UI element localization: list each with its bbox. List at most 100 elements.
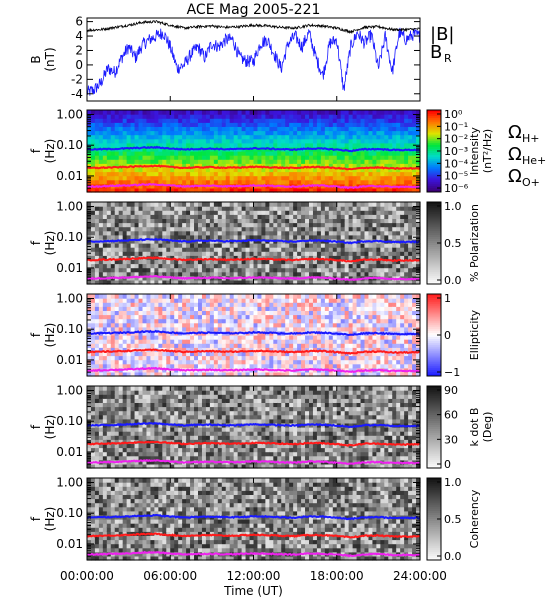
heatmap-cell	[253, 263, 259, 269]
heatmap-cell	[336, 159, 342, 164]
heatmap-cell	[356, 130, 362, 136]
heatmap-cell	[166, 247, 171, 252]
heatmap-cell	[194, 110, 199, 115]
heatmap-cell	[320, 226, 326, 232]
heatmap-cell	[376, 226, 381, 232]
heatmap-cell	[237, 230, 243, 236]
heatmap-cell	[225, 206, 231, 211]
heatmap-cell	[388, 175, 393, 181]
heatmap-cell	[336, 167, 342, 173]
heatmap-cell	[158, 155, 163, 160]
heatmap-cell	[253, 355, 259, 361]
heatmap-cell	[269, 322, 274, 328]
heatmap-cell	[312, 302, 318, 307]
heatmap-cell	[209, 134, 215, 140]
heatmap-cell	[340, 163, 346, 168]
heatmap-cell	[229, 171, 235, 177]
heatmap-cell	[94, 142, 100, 148]
heatmap-cell	[114, 314, 120, 320]
heatmap-cell	[245, 310, 251, 316]
heatmap-cell	[87, 267, 92, 273]
heatmap-cell	[174, 306, 179, 311]
heatmap-cell	[316, 187, 322, 193]
heatmap-cell	[245, 314, 251, 320]
heatmap-cell	[293, 210, 298, 215]
heatmap-cell	[146, 355, 152, 361]
heatmap-cell	[134, 355, 140, 361]
heatmap-cell	[372, 234, 377, 240]
heatmap-cell	[110, 230, 116, 236]
heatmap-cell	[297, 138, 302, 144]
heatmap-cell	[225, 343, 231, 348]
heatmap-cell	[352, 275, 358, 281]
heatmap-cell	[146, 210, 152, 215]
heatmap-cell	[201, 222, 207, 228]
heatmap-cell	[396, 118, 401, 123]
heatmap-cell	[372, 159, 377, 164]
heatmap-cell	[130, 187, 136, 193]
heatmap-cell	[305, 218, 310, 224]
heatmap-cell	[201, 255, 207, 260]
heatmap-cell	[332, 222, 338, 228]
heatmap-cell	[138, 351, 144, 357]
heatmap-cell	[277, 151, 282, 156]
heatmap-cell	[178, 218, 183, 224]
heatmap-cell	[146, 263, 152, 269]
heatmap-cell	[249, 175, 255, 181]
heatmap-cell	[408, 247, 413, 252]
heatmap-cell	[138, 259, 144, 265]
heatmap-cell	[237, 355, 243, 361]
heatmap-cell	[94, 335, 100, 340]
heatmap-cell	[229, 359, 235, 365]
heatmap-cell	[118, 114, 124, 119]
heatmap-cell	[186, 118, 191, 123]
heatmap-cell	[289, 263, 294, 269]
heatmap-cell	[289, 167, 294, 173]
heatmap-cell	[178, 343, 183, 348]
heatmap-cell	[380, 230, 385, 236]
heatmap-cell	[309, 343, 314, 348]
heatmap-cell	[285, 159, 290, 164]
heatmap-cell	[221, 163, 227, 168]
heatmap-cell	[198, 267, 203, 273]
heatmap-cell	[150, 238, 155, 244]
heatmap-cell	[324, 263, 330, 269]
heatmap-cell	[348, 179, 354, 185]
heatmap-cell	[305, 347, 310, 352]
heatmap-cell	[316, 226, 322, 232]
heatmap-cell	[372, 134, 377, 140]
heatmap-cell	[106, 163, 112, 168]
heatmap-cell	[380, 171, 385, 177]
heatmap-cell	[194, 251, 199, 256]
heatmap-cell	[190, 310, 195, 316]
heatmap-cell	[170, 206, 175, 211]
heatmap-cell	[408, 218, 413, 224]
heatmap-cell	[118, 322, 124, 328]
heatmap-cell	[281, 310, 286, 316]
heatmap-cell	[257, 110, 263, 115]
heatmap-cell	[201, 130, 207, 136]
heatmap-cell	[360, 122, 366, 127]
heatmap-cell	[237, 343, 243, 348]
heatmap-cell	[98, 339, 104, 344]
heatmap-cell	[336, 306, 342, 311]
heatmap-cell	[356, 222, 362, 228]
heatmap-cell	[217, 318, 223, 324]
heatmap-cell	[221, 347, 227, 352]
heatmap-cell	[142, 226, 148, 232]
heatmap-cell	[253, 167, 259, 173]
heatmap-cell	[328, 351, 334, 357]
heatmap-cell	[316, 343, 322, 348]
heatmap-cell	[174, 251, 179, 256]
heatmap-cell	[320, 326, 326, 332]
heatmap-cell	[328, 339, 334, 344]
heatmap-cell	[257, 322, 263, 328]
heatmap-cell	[360, 210, 366, 215]
heatmap-cell	[273, 298, 278, 303]
heatmap-cell	[217, 343, 223, 348]
heatmap-cell	[265, 335, 270, 340]
heatmap-cell	[186, 339, 191, 344]
heatmap-cell	[201, 118, 207, 123]
heatmap-cell	[178, 279, 183, 285]
heatmap-cell	[162, 142, 167, 148]
